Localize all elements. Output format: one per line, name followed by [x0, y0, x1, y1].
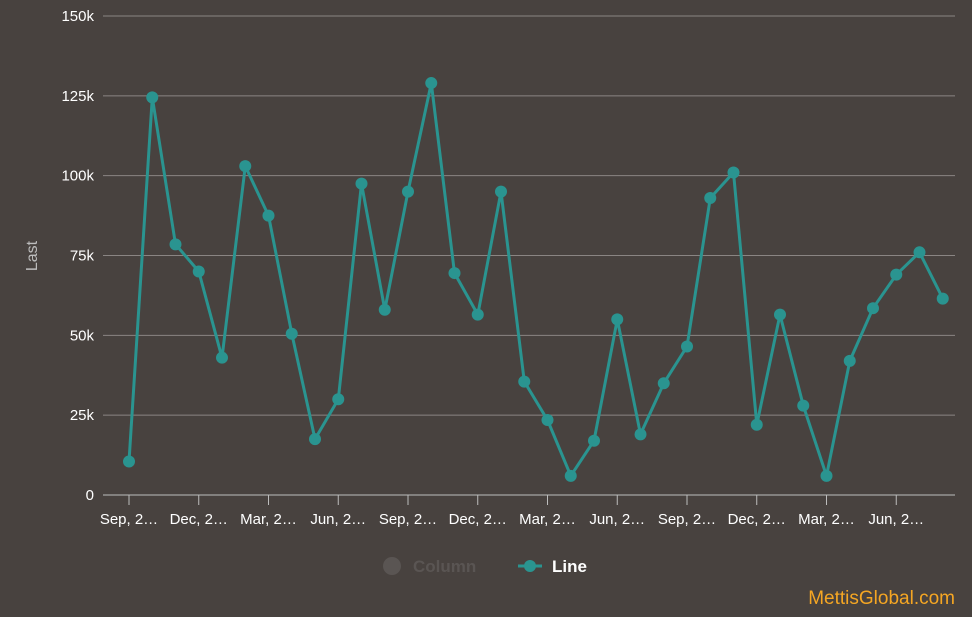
data-point — [425, 77, 438, 90]
data-point — [704, 192, 717, 205]
data-point — [216, 351, 228, 364]
data-point — [285, 327, 298, 340]
data-point — [332, 393, 345, 406]
data-point — [820, 469, 833, 482]
data-point — [867, 302, 879, 315]
y-axis: 0 25k 50k 75k 100k 125k 150k — [61, 8, 94, 504]
x-tick-label: Mar, 2… — [798, 511, 855, 528]
x-tick-label: Dec, 2… — [449, 511, 507, 528]
legend-item-line[interactable]: Line — [518, 557, 587, 576]
x-tick-label: Sep, 2… — [379, 511, 437, 528]
data-point — [471, 308, 484, 321]
data-point — [518, 375, 531, 388]
legend-label: Line — [552, 557, 587, 576]
y-tick-label: 125k — [61, 88, 94, 105]
data-point — [890, 268, 903, 281]
data-point — [378, 303, 391, 316]
legend-marker-dot — [524, 560, 536, 572]
data-point — [913, 246, 926, 259]
y-tick-label: 0 — [86, 487, 94, 504]
data-point — [564, 469, 577, 482]
data-point — [448, 267, 461, 280]
watermark-text: MettisGlobal.com — [808, 588, 955, 609]
x-tick-label: Jun, 2… — [868, 511, 924, 528]
data-point — [588, 434, 600, 447]
legend-marker-dot — [383, 557, 401, 575]
x-tick-label: Jun, 2… — [310, 511, 366, 528]
data-point — [495, 185, 507, 198]
data-point — [774, 308, 786, 321]
data-point — [402, 185, 414, 198]
y-tick-label: 150k — [61, 8, 94, 25]
data-point — [309, 433, 321, 446]
legend-label: Column — [413, 557, 476, 576]
data-point — [541, 413, 554, 426]
series-line — [123, 77, 949, 482]
x-tick-label: Dec, 2… — [728, 511, 786, 528]
data-point — [843, 354, 856, 367]
data-point — [123, 455, 135, 468]
y-tick-label: 50k — [70, 327, 95, 344]
data-point — [681, 340, 693, 353]
data-point — [797, 399, 810, 412]
x-tick-label: Sep, 2… — [100, 511, 158, 528]
x-tick-label: Mar, 2… — [519, 511, 576, 528]
data-point — [239, 160, 252, 173]
y-tick-label: 100k — [61, 168, 94, 185]
gridlines — [103, 15, 955, 496]
data-point — [936, 292, 949, 305]
data-point — [634, 428, 647, 441]
x-axis: Sep, 2… Dec, 2… Mar, 2… Jun, 2… Sep, 2… Dec, … — [100, 495, 924, 528]
legend: Column Line — [383, 557, 587, 576]
y-axis-label: Last — [24, 240, 41, 271]
x-tick-label: Jun, 2… — [589, 511, 645, 528]
data-point — [146, 91, 159, 104]
data-point — [750, 418, 763, 431]
data-point — [355, 177, 368, 190]
x-tick-label: Dec, 2… — [170, 511, 228, 528]
data-point — [611, 313, 624, 326]
x-tick-label: Sep, 2… — [658, 511, 716, 528]
y-tick-label: 75k — [70, 248, 95, 265]
series-line-path — [127, 81, 945, 478]
x-tick-label: Mar, 2… — [240, 511, 297, 528]
legend-item-column[interactable]: Column — [383, 557, 476, 576]
data-point — [192, 265, 205, 278]
data-point — [169, 238, 182, 251]
data-point — [727, 166, 740, 179]
data-point — [657, 377, 670, 390]
y-tick-label: 25k — [70, 407, 95, 424]
data-point — [262, 209, 275, 222]
